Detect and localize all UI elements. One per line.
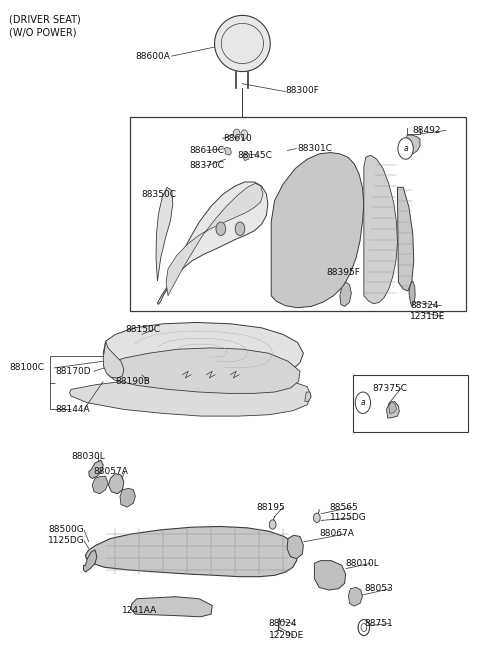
Circle shape [216,222,226,235]
Text: 88190B: 88190B [115,377,150,386]
Polygon shape [108,474,124,494]
Polygon shape [271,153,364,308]
Text: 88610: 88610 [223,134,252,143]
Polygon shape [243,153,250,161]
Polygon shape [156,187,173,281]
Text: 88067A: 88067A [319,529,354,539]
Text: 88600A: 88600A [135,52,170,61]
Polygon shape [364,155,397,304]
Text: 88301C: 88301C [298,144,333,153]
Circle shape [355,392,371,413]
Circle shape [233,129,240,138]
Text: 88057A: 88057A [94,467,129,476]
Text: 88324: 88324 [410,301,439,310]
Polygon shape [157,182,268,304]
Text: 88100C: 88100C [10,363,45,373]
Polygon shape [225,147,231,155]
Polygon shape [103,341,124,378]
Text: 88500G: 88500G [48,525,84,535]
Text: 88144A: 88144A [55,405,90,414]
Text: 1231DE: 1231DE [410,312,446,321]
Polygon shape [409,281,415,306]
Polygon shape [386,401,399,418]
Polygon shape [305,392,311,401]
Polygon shape [120,488,135,507]
Polygon shape [166,183,263,296]
Text: 88053: 88053 [365,584,394,593]
Text: a: a [360,398,365,407]
Polygon shape [340,282,351,306]
Text: 88150C: 88150C [126,324,161,334]
Polygon shape [397,187,414,291]
Circle shape [313,513,320,522]
Text: 88010L: 88010L [346,559,379,568]
Circle shape [241,130,248,139]
Text: 88370C: 88370C [190,161,225,171]
Polygon shape [70,375,311,416]
Polygon shape [85,527,298,577]
Text: 88751: 88751 [365,619,394,628]
Text: 1229DE: 1229DE [269,631,304,640]
Text: 88030L: 88030L [71,452,105,461]
Polygon shape [348,587,362,606]
Polygon shape [406,135,420,154]
Polygon shape [103,322,303,375]
Text: 88195: 88195 [257,502,286,512]
Polygon shape [314,561,346,590]
Bar [130,117,466,311]
Polygon shape [131,597,212,617]
Text: 1241AA: 1241AA [122,605,157,615]
Text: 1125DG: 1125DG [48,536,85,545]
Circle shape [269,520,276,529]
Text: (DRIVER SEAT)
(W/O POWER): (DRIVER SEAT) (W/O POWER) [9,15,80,38]
Text: 88145C: 88145C [238,151,273,160]
Polygon shape [92,476,108,494]
Text: 88350C: 88350C [141,189,176,199]
Text: 88565: 88565 [330,502,359,512]
Polygon shape [287,535,303,559]
Text: a: a [403,144,408,153]
Text: 1125DG: 1125DG [330,513,367,522]
Polygon shape [215,15,270,72]
Bar [353,375,468,432]
Text: 88300F: 88300F [286,86,320,95]
Text: 88395F: 88395F [326,268,360,278]
Polygon shape [89,460,103,478]
Polygon shape [389,401,396,413]
Text: 88170D: 88170D [55,367,91,376]
Circle shape [235,222,245,235]
Polygon shape [108,348,300,393]
Text: 88610C: 88610C [190,146,225,155]
Text: 87375C: 87375C [372,383,407,393]
Polygon shape [84,550,97,572]
Text: 88492: 88492 [413,126,441,135]
Text: 88024: 88024 [269,619,297,628]
Circle shape [398,138,413,159]
